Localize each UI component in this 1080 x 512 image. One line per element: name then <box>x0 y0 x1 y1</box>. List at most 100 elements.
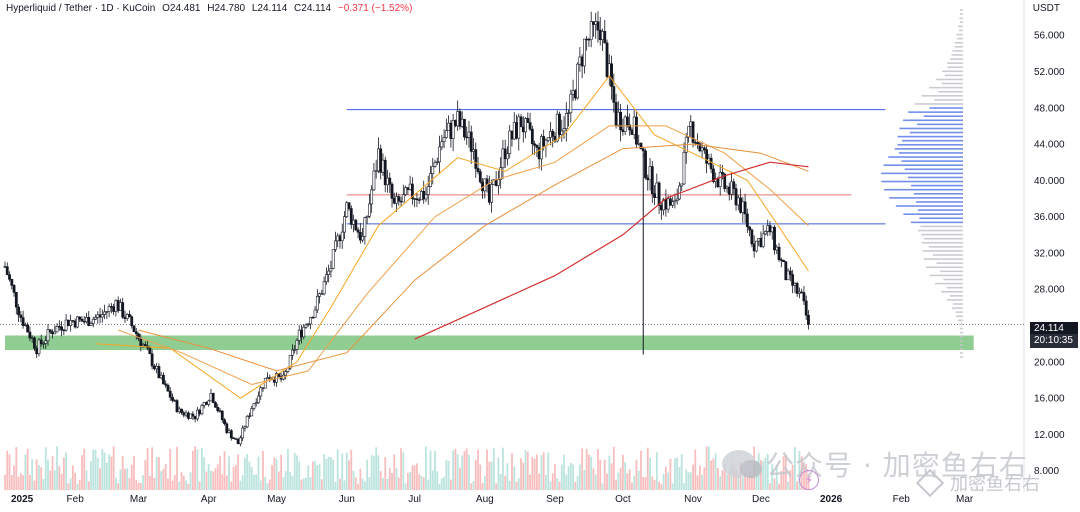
candle-body <box>435 161 439 163</box>
volume-bar <box>155 457 158 490</box>
volume-bar <box>635 459 638 490</box>
volume-bar <box>413 465 416 490</box>
volume-bar <box>135 480 138 490</box>
candle-body <box>114 300 118 312</box>
volume-bar <box>289 472 292 490</box>
candle-body <box>614 102 618 126</box>
volume-bar <box>547 452 550 490</box>
volume-bar <box>22 475 25 490</box>
volume-bar <box>388 468 391 490</box>
volume-bar <box>99 468 101 490</box>
volume-bar <box>219 455 221 490</box>
candle-body <box>214 402 217 408</box>
candle-body <box>361 236 364 241</box>
volume-profile-bar <box>952 307 963 309</box>
volume-bar <box>520 458 522 490</box>
volume-profile-bar <box>958 25 963 28</box>
candle-body <box>132 325 136 332</box>
candle-body <box>508 130 512 154</box>
open-value: O24.481 <box>162 3 201 14</box>
candle-body <box>220 410 224 421</box>
candle-body <box>257 395 260 403</box>
candle-body <box>589 21 593 40</box>
candle-body <box>551 130 555 137</box>
y-tick-label: 12.000 <box>1034 430 1065 441</box>
volume-bar <box>180 472 183 490</box>
volume-bar <box>237 454 240 490</box>
volume-bar <box>103 452 106 490</box>
volume-bar <box>31 459 34 490</box>
candle-body <box>669 198 672 206</box>
candle-body <box>334 240 337 250</box>
volume-bar <box>115 477 117 490</box>
x-tick-label: Jul <box>408 494 421 505</box>
candle-body <box>358 231 362 241</box>
candle-body <box>628 124 632 131</box>
volume-bar <box>646 447 649 490</box>
candle-body <box>238 437 242 445</box>
volume-bar <box>762 460 765 490</box>
volume-profile-bar <box>941 290 963 293</box>
candle-body <box>374 170 378 172</box>
volume-bar <box>361 478 364 490</box>
volume-bar <box>348 460 350 490</box>
candle-body <box>535 145 539 148</box>
lightning-icon[interactable]: ⚡ <box>799 470 819 490</box>
candle-body <box>259 387 263 397</box>
volume-bar <box>556 477 559 490</box>
volume-bar <box>8 454 11 490</box>
volume-profile-bar <box>947 62 963 64</box>
candle-body <box>241 427 245 439</box>
volume-bar <box>370 454 373 490</box>
candle-body <box>141 344 145 347</box>
candle-body <box>89 323 93 326</box>
y-tick-label: 32.000 <box>1034 248 1065 259</box>
x-tick-label: 2025 <box>11 494 34 505</box>
candle-body <box>641 148 645 152</box>
candle-body <box>456 111 460 127</box>
volume-bar <box>332 459 335 490</box>
volume-bar <box>592 468 595 490</box>
candle-body <box>98 314 102 318</box>
volume-bar <box>62 457 65 490</box>
candle-body <box>331 249 335 269</box>
candle-body <box>510 130 514 140</box>
candle-body <box>229 430 233 439</box>
volume-profile-bar <box>946 286 963 289</box>
volume-profile-bar <box>958 29 963 32</box>
candle-body <box>17 306 20 316</box>
volume-bar <box>17 476 20 490</box>
candle-body <box>465 136 469 139</box>
volume-bar <box>529 474 531 490</box>
candle-body <box>637 142 641 145</box>
volume-profile-bar <box>960 339 963 342</box>
volume-bar <box>327 456 330 490</box>
volume-bar <box>53 470 56 490</box>
candle-body <box>336 235 340 242</box>
volume-bar <box>266 483 269 490</box>
volume-bar <box>669 458 672 490</box>
candle-body <box>558 113 561 135</box>
support-zone <box>5 335 974 351</box>
candle-body <box>635 116 638 145</box>
volume-profile-bar <box>923 258 963 260</box>
candle-body <box>594 21 598 25</box>
volume-bar <box>271 465 273 490</box>
volume-bar <box>769 483 771 490</box>
volume-profile-bar <box>916 201 963 203</box>
volume-profile-bar <box>954 41 963 44</box>
volume-bar <box>644 477 647 490</box>
volume-bar <box>760 459 762 490</box>
volume-profile-bar <box>960 331 963 334</box>
candle-body <box>730 181 733 195</box>
volume-bar <box>662 473 665 490</box>
volume-bar <box>574 482 577 490</box>
candle-body <box>44 340 48 344</box>
volume-bar <box>6 450 9 490</box>
candle-body <box>408 183 412 190</box>
volume-profile-bar <box>908 111 963 113</box>
volume-bar <box>714 453 717 490</box>
volume-bar <box>205 471 208 490</box>
